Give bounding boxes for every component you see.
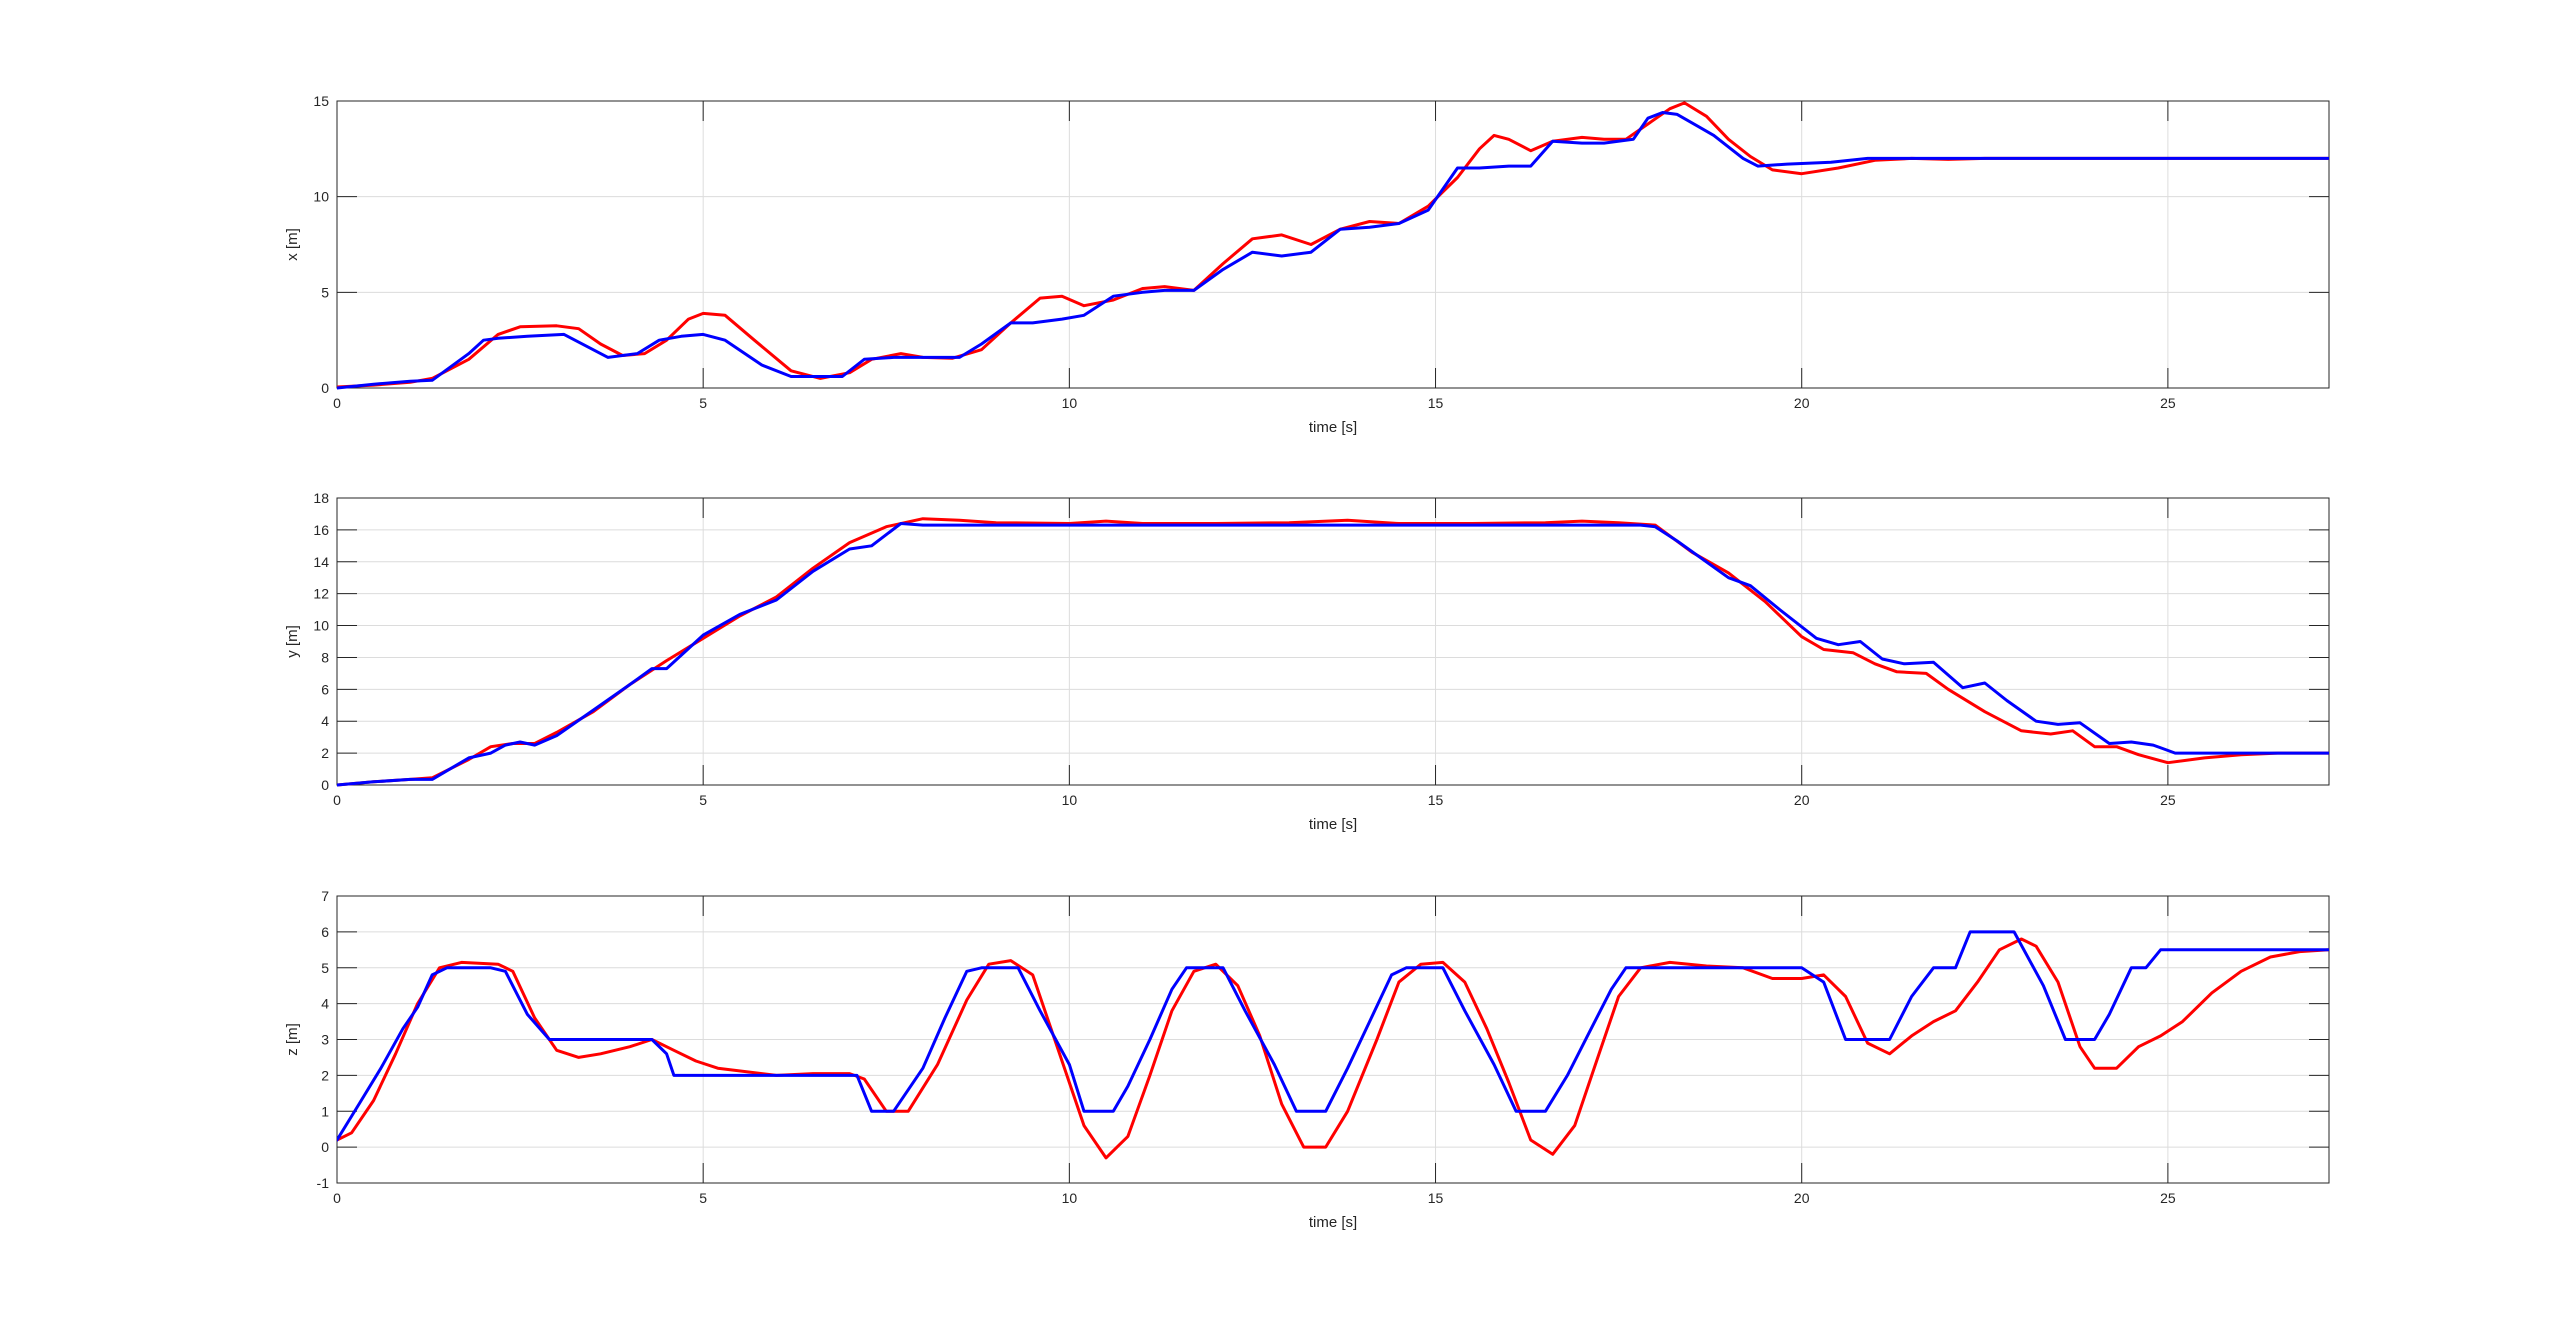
y-ytick-label: 8 bbox=[321, 649, 329, 665]
y-ytick-label: 12 bbox=[313, 586, 329, 602]
x-axes-box bbox=[336, 100, 2330, 389]
x-xtick-label: 10 bbox=[1062, 395, 1078, 411]
y-position-axes: 0 5 10 15 20 25 0 2 4 6 8 10 12 14 16 18 time [s] y [m] bbox=[284, 490, 2330, 833]
x-xtick-label: 5 bbox=[699, 395, 707, 411]
z-ytick-label: 2 bbox=[321, 1067, 329, 1083]
y-xtick-label: 5 bbox=[699, 792, 707, 808]
z-ytick-label: 6 bbox=[321, 924, 329, 940]
z-ytick-label: 1 bbox=[321, 1103, 329, 1119]
y-ytick-label: 2 bbox=[321, 745, 329, 761]
z-ytick-label: -1 bbox=[317, 1175, 330, 1191]
z-xtick-label: 20 bbox=[1794, 1190, 1810, 1206]
y-xtick-label: 10 bbox=[1062, 792, 1078, 808]
z-xtick-label: 25 bbox=[2160, 1190, 2176, 1206]
x-ytick-label: 0 bbox=[321, 380, 329, 396]
z-ytick-label: 5 bbox=[321, 960, 329, 976]
y-yaxis-label: y [m] bbox=[284, 625, 301, 658]
y-ytick-label: 18 bbox=[313, 490, 329, 506]
x-xtick-label: 20 bbox=[1794, 395, 1810, 411]
x-xaxis-label: time [s] bbox=[1309, 419, 1357, 436]
z-xtick-label: 10 bbox=[1062, 1190, 1078, 1206]
y-plot-area bbox=[336, 497, 2330, 786]
y-series-line-blue bbox=[337, 522, 2329, 787]
z-xtick-label: 5 bbox=[699, 1190, 707, 1206]
y-ytick-label: 4 bbox=[321, 713, 329, 729]
y-xtick-label: 25 bbox=[2160, 792, 2176, 808]
z-ytick-label: 4 bbox=[321, 996, 329, 1012]
x-ytick-label: 15 bbox=[313, 93, 329, 109]
z-ytick-label: 3 bbox=[321, 1032, 329, 1048]
x-ytick-label: 5 bbox=[321, 284, 329, 300]
z-ytick-label: 7 bbox=[321, 888, 329, 904]
y-xaxis-label: time [s] bbox=[1309, 816, 1357, 833]
y-ytick-label: 6 bbox=[321, 681, 329, 697]
z-yaxis-label: z [m] bbox=[284, 1023, 301, 1056]
x-series-line-blue bbox=[337, 111, 2329, 390]
y-ytick-label: 14 bbox=[313, 554, 329, 570]
x-xtick-label: 25 bbox=[2160, 395, 2176, 411]
z-series-line-blue bbox=[337, 930, 2329, 1142]
y-ytick-label: 16 bbox=[313, 522, 329, 538]
z-xaxis-label: time [s] bbox=[1309, 1214, 1357, 1231]
z-xtick-label: 15 bbox=[1428, 1190, 1444, 1206]
y-xtick-label: 20 bbox=[1794, 792, 1810, 808]
x-xtick-label: 15 bbox=[1428, 395, 1444, 411]
y-xtick-label: 0 bbox=[333, 792, 341, 808]
z-ytick-label: 0 bbox=[321, 1139, 329, 1155]
z-xtick-label: 0 bbox=[333, 1190, 341, 1206]
x-yaxis-label: x [m] bbox=[284, 228, 301, 261]
y-xtick-label: 15 bbox=[1428, 792, 1444, 808]
y-ytick-label: 10 bbox=[313, 618, 329, 634]
x-position-axes: 0 5 10 15 20 25 0 5 10 15 time [s] x [m] bbox=[284, 93, 2330, 436]
x-xtick-label: 0 bbox=[333, 395, 341, 411]
x-plot-area bbox=[336, 100, 2330, 389]
y-ytick-label: 0 bbox=[321, 777, 329, 793]
y-axes-box bbox=[336, 497, 2330, 786]
x-ytick-label: 10 bbox=[313, 189, 329, 205]
